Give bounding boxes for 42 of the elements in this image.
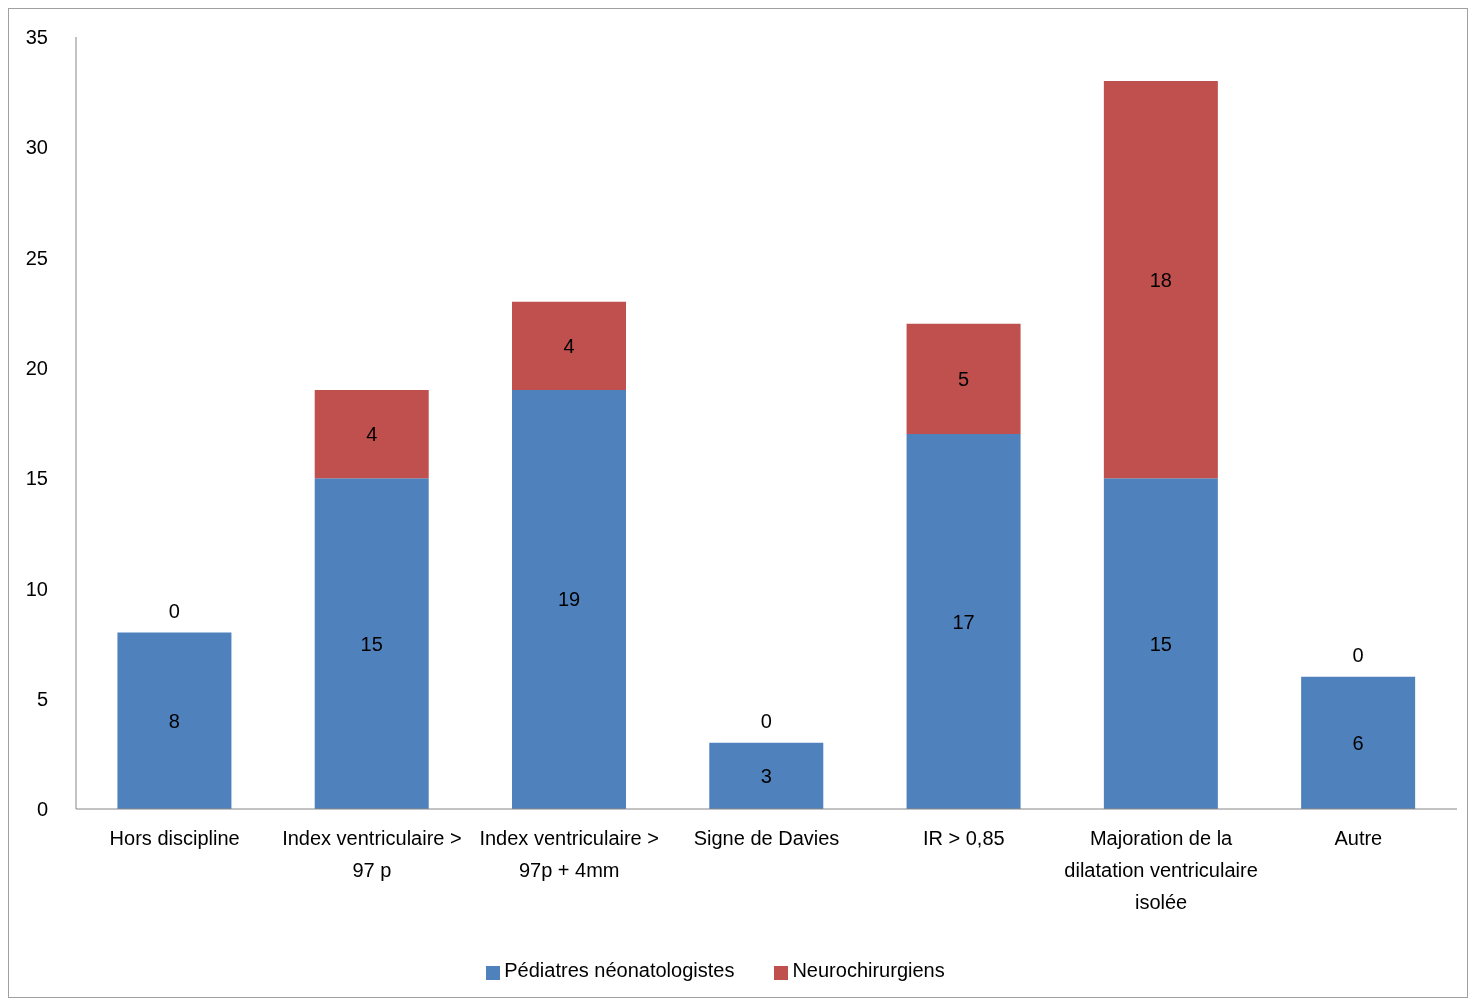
bar (314, 478, 429, 809)
y-tick-label: 20 (25, 356, 48, 379)
bar (1103, 81, 1218, 479)
x-tick-label: Majoration de la dilatation ventriculaire isolée (1064, 827, 1258, 913)
legend-label: Pédiatres néonatologistes (504, 959, 735, 981)
data-label: 4 (366, 423, 378, 446)
data-label: 8 (168, 709, 180, 732)
x-tick-label: IR > 0,85 (922, 827, 1005, 849)
y-tick-label: 25 (25, 246, 48, 269)
bar (906, 323, 1021, 435)
data-label: 15 (1149, 632, 1172, 655)
y-tick-label: 10 (25, 577, 48, 600)
x-tick-label: Index ventriculaire > 97 p (282, 827, 462, 881)
data-label: 3 (760, 764, 772, 787)
x-tick-label: Hors discipline (109, 827, 240, 849)
bar (512, 389, 626, 809)
bar (314, 389, 429, 479)
bar (1301, 676, 1416, 809)
y-tick-label: 35 (25, 26, 48, 49)
data-label: 15 (360, 632, 383, 655)
y-tick-label: 0 (36, 798, 48, 821)
data-label: 0 (168, 599, 180, 622)
x-tick-label: Signe de Davies (693, 827, 840, 849)
data-label: 4 (563, 334, 575, 357)
data-label: 19 (557, 588, 581, 611)
data-label: 17 (952, 610, 975, 633)
bar (906, 434, 1021, 809)
x-tick-label: Autre (1334, 827, 1383, 849)
bar (512, 301, 626, 390)
data-label: 18 (1149, 268, 1172, 291)
data-label: 6 (1352, 731, 1364, 754)
legend-label: Neurochirurgiens (792, 959, 945, 981)
bar (1103, 478, 1218, 809)
y-tick-label: 15 (25, 467, 48, 490)
y-tick-label: 30 (25, 136, 48, 159)
data-label: 0 (760, 709, 772, 732)
y-tick-label: 5 (36, 687, 48, 710)
bar (117, 632, 232, 809)
x-tick-label: Index ventriculaire > 97p + 4mm (479, 827, 659, 881)
data-label: 5 (958, 367, 970, 390)
data-label: 0 (1352, 643, 1364, 666)
bar (709, 742, 824, 809)
